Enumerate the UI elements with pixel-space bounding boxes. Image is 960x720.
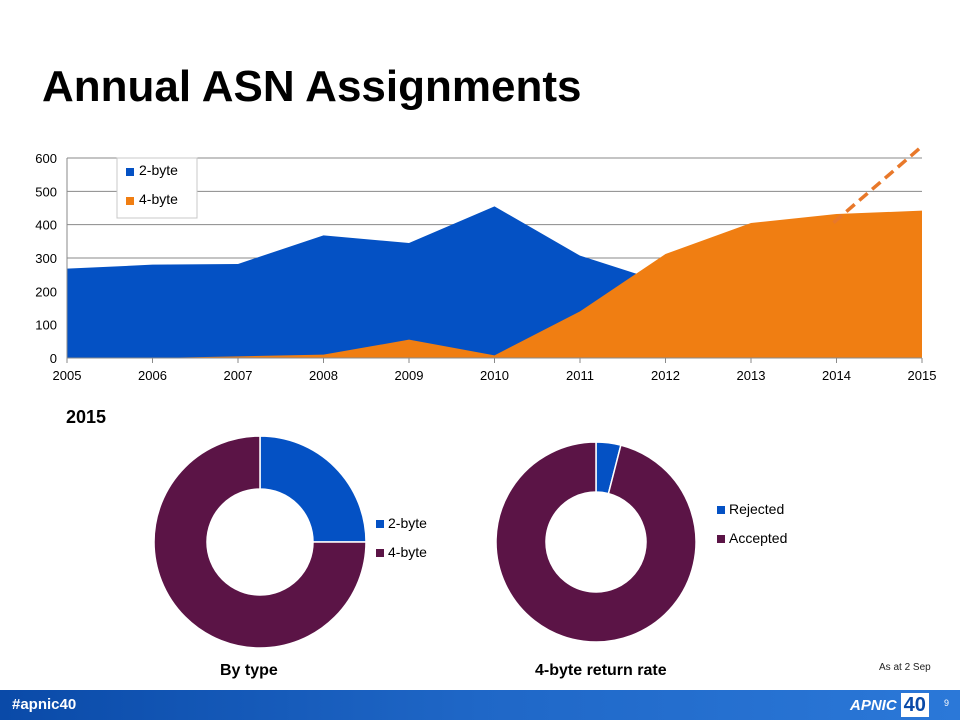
x-tick-label: 2005: [53, 368, 82, 383]
legend-swatch: [717, 535, 725, 543]
legend-label: 2-byte: [139, 162, 178, 178]
y-tick-label: 200: [35, 284, 57, 299]
legend-label: 4-byte: [139, 191, 178, 207]
x-tick-label: 2013: [737, 368, 766, 383]
x-tick-label: 2015: [908, 368, 937, 383]
y-tick-label: 400: [35, 218, 57, 233]
x-tick-label: 2010: [480, 368, 509, 383]
legend-label: 2-byte: [388, 515, 427, 531]
y-tick-label: 300: [35, 251, 57, 266]
legend-label: 4-byte: [388, 544, 427, 560]
donut-slice-Accepted: [495, 441, 697, 643]
slide-title: Annual ASN Assignments: [42, 62, 582, 111]
trend-annotation: [832, 146, 922, 224]
series-areas: [67, 206, 922, 358]
legend-swatch: [717, 506, 725, 514]
donut-slice-4-byte: [153, 435, 367, 649]
y-tick-label: 500: [35, 184, 57, 199]
y-tick-label: 0: [50, 351, 57, 366]
annual-asn-area-chart: 0 100 200 300 400 500 600 2005 2006 2007 2008 2009 2…: [35, 146, 936, 383]
legend-swatch: [376, 549, 384, 557]
area-series-4-byte: [67, 210, 922, 358]
donut-slice-2-byte: [259, 435, 367, 543]
logo-text: APNIC: [850, 696, 897, 714]
return-rate-donut-chart: Rejected Accepted: [495, 441, 787, 643]
legend-label: Accepted: [729, 530, 787, 546]
legend-label: Rejected: [729, 501, 784, 517]
legend-swatch: [126, 197, 134, 205]
year-label: 2015: [66, 407, 107, 427]
legend-swatch: [376, 520, 384, 528]
apnic-logo: APNIC 40: [850, 693, 929, 717]
x-tick-label: 2012: [651, 368, 680, 383]
trend-line: [832, 146, 922, 224]
chart-legend: 2-byte 4-byte: [116, 157, 198, 219]
logo-number: 40: [900, 693, 929, 717]
x-tick-label: 2014: [822, 368, 851, 383]
footer-bar: #apnic40 APNIC 40 9: [0, 690, 960, 720]
x-tick-label: 2011: [566, 368, 594, 383]
return-rate-caption: 4-byte return rate: [535, 662, 667, 679]
axes: 0 100 200 300 400 500 600 2005 2006 2007 2008 2009 2…: [35, 151, 936, 383]
by-type-donut-chart: 2-byte 4-byte: [153, 435, 427, 649]
x-tick-label: 2008: [309, 368, 338, 383]
page-number: 9: [944, 698, 950, 708]
x-tick-label: 2007: [224, 368, 253, 383]
y-tick-label: 100: [35, 318, 57, 333]
legend-swatch: [126, 168, 134, 176]
y-tick-label: 600: [35, 151, 57, 166]
x-tick-label: 2006: [138, 368, 167, 383]
by-type-caption: By type: [220, 662, 278, 679]
footer-hashtag: #apnic40: [12, 696, 77, 713]
footnote: As at 2 Sep: [879, 662, 931, 673]
x-tick-label: 2009: [395, 368, 424, 383]
